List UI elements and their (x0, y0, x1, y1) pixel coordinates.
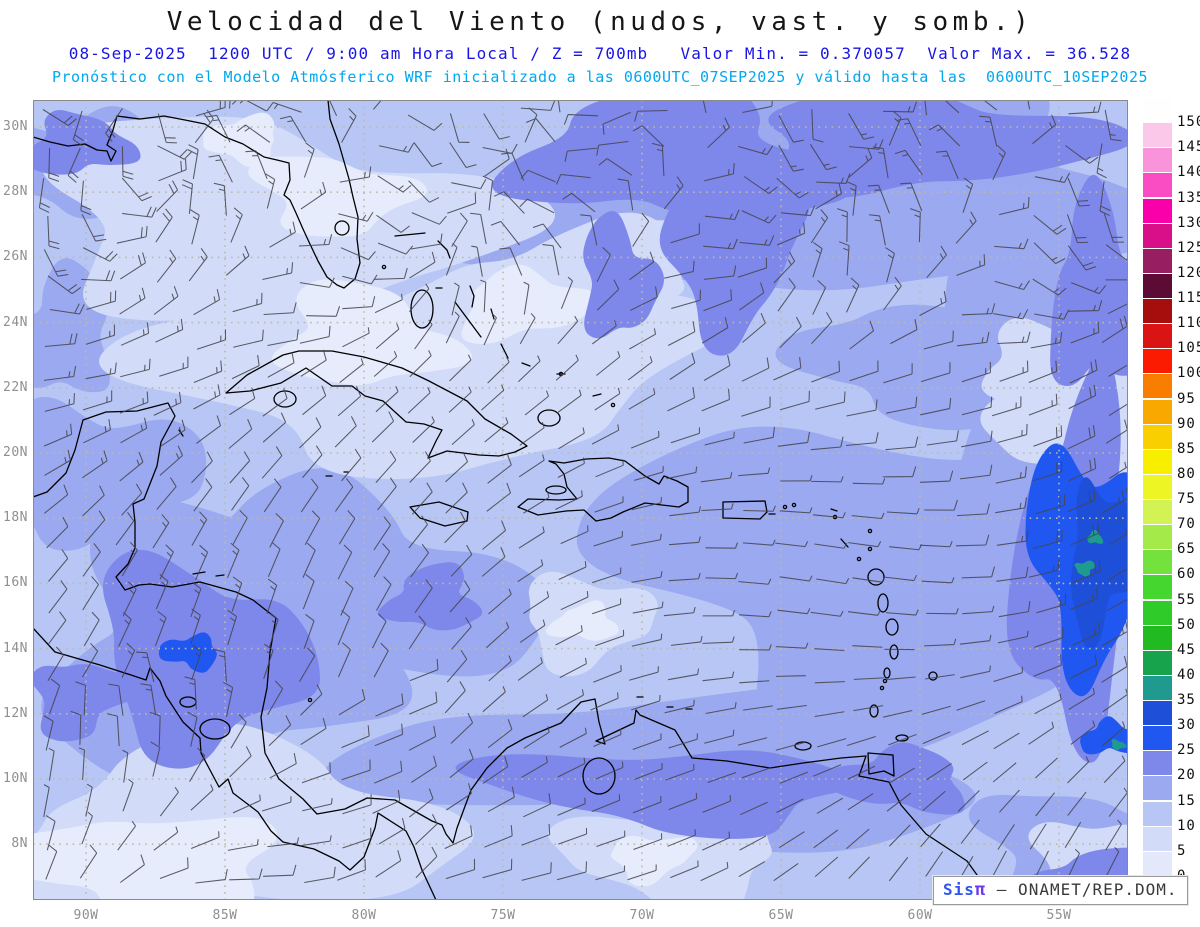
colorbar-swatch (1143, 223, 1172, 248)
colorbar-value-label: 65 (1177, 541, 1196, 558)
colorbar-value-label: 110 (1177, 315, 1200, 332)
colorbar-value-label: 145 (1177, 139, 1200, 156)
colorbar-swatch (1143, 173, 1172, 198)
forecast-model-line: Pronóstico con el Modelo Atmósferico WRF… (51, 68, 1149, 86)
colorbar-value-label: 90 (1177, 415, 1196, 432)
longitude-axis: 90W 85W 80W 75W 70W 65W 60W 55W (33, 904, 1128, 926)
colorbar-swatch (1143, 500, 1172, 525)
lon-tick-label: 90W (73, 908, 99, 923)
wind-barbs (38, 100, 1128, 884)
latitude-axis: 30N 28N 26N 24N 22N 20N 18N 16N 14N 12N 10N 8N (0, 100, 31, 900)
colorbar-value-label: 85 (1177, 440, 1196, 457)
colorbar-swatch (1143, 299, 1172, 324)
lat-tick-label: 28N (3, 184, 28, 200)
colorbar-value-label: 35 (1177, 692, 1196, 708)
colorbar-swatch (1143, 776, 1172, 801)
lat-tick-label: 24N (3, 314, 28, 330)
colorbar-swatch (1143, 650, 1172, 675)
lat-tick-label: 8N (11, 836, 28, 852)
colorbar-value-label: 40 (1177, 666, 1196, 683)
colorbar-value-label: 60 (1177, 566, 1196, 583)
map-frame (33, 100, 1128, 900)
lat-tick-label: 30N (3, 119, 28, 134)
colorbar-swatch (1143, 449, 1172, 474)
colorbar-swatch (1143, 248, 1172, 273)
colorbar-swatch (1143, 550, 1172, 575)
branding-box: Sisπ – ONAMET/REP.DOM. (933, 876, 1188, 905)
valid-time-minmax-line: 08-Sep-2025 1200 UTC / 9:00 am Hora Loca… (68, 44, 1132, 63)
coastlines (33, 100, 996, 900)
colorbar-value-label: 130 (1177, 214, 1200, 231)
lon-tick-label: 60W (907, 908, 933, 923)
colorbar-swatch (1143, 600, 1172, 625)
colorbar-value-label: 45 (1177, 641, 1196, 658)
colorbar-swatch (1143, 474, 1172, 499)
lat-tick-label: 12N (3, 705, 28, 721)
colorbar-value-label: 150 (1177, 114, 1200, 131)
colorbar-value-label: 120 (1177, 264, 1200, 281)
lon-tick-label: 70W (629, 908, 655, 923)
colorbar-value-label: 135 (1177, 189, 1200, 206)
colorbar-value-label: 95 (1177, 390, 1196, 407)
colorbar-swatch (1143, 123, 1172, 148)
colorbar-swatch (1143, 324, 1172, 349)
lat-tick-label: 16N (3, 575, 28, 591)
colorbar-value-label: 105 (1177, 340, 1200, 357)
lon-tick-label: 80W (351, 908, 377, 923)
colorbar-value-label: 140 (1177, 164, 1200, 181)
colorbar-swatch (1143, 98, 1172, 123)
colorbar-value-label: 80 (1177, 465, 1196, 482)
colorbar-swatch (1143, 374, 1172, 399)
colorbar-value-label: 55 (1177, 591, 1196, 608)
colorbar-value-label: 115 (1177, 290, 1200, 306)
colorbar-swatch (1143, 525, 1172, 550)
colorbar-swatch (1143, 751, 1172, 776)
colorbar-value-label: 20 (1177, 767, 1196, 784)
page-title: Velocidad del Viento (nudos, vast. y som… (166, 7, 1034, 37)
colorbar-swatch (1143, 273, 1172, 298)
colorbar-value-label: 10 (1177, 817, 1196, 834)
colorbar-value-label: 100 (1177, 365, 1200, 382)
wind-speed-shading (33, 100, 1128, 900)
colorbar-swatch (1143, 701, 1172, 726)
colorbar-value-label: 5 (1177, 842, 1187, 859)
lon-tick-label: 55W (1046, 908, 1072, 923)
map-canvas (33, 100, 1128, 900)
colorbar-swatch (1143, 148, 1172, 173)
lat-tick-label: 18N (3, 510, 28, 526)
colorbar-swatch (1143, 625, 1172, 650)
colorbar-value-label: 70 (1177, 516, 1196, 533)
colorbar-value-label: 75 (1177, 491, 1196, 507)
branding-app-name: Sis (943, 880, 975, 899)
colorbar-swatch (1143, 826, 1172, 851)
colorbar-value-label: 25 (1177, 742, 1196, 759)
colorbar-swatch (1143, 198, 1172, 223)
lat-tick-label: 14N (3, 640, 28, 656)
colorbar-value-label: 15 (1177, 792, 1196, 809)
colorbar-swatch (1143, 851, 1172, 876)
lon-tick-label: 65W (768, 908, 794, 923)
lat-tick-label: 10N (3, 771, 28, 786)
colorbar-value-label: 30 (1177, 717, 1196, 734)
colorbar (1143, 98, 1172, 902)
colorbar-swatch (1143, 675, 1172, 700)
colorbar-labels: 1501451401351301251201151101051009590858… (1177, 98, 1200, 902)
lat-tick-label: 26N (3, 249, 28, 265)
pi-symbol: π (974, 880, 987, 900)
colorbar-swatch (1143, 801, 1172, 826)
colorbar-swatch (1143, 575, 1172, 600)
colorbar-value-label: 50 (1177, 616, 1196, 633)
lat-tick-label: 20N (3, 445, 28, 460)
colorbar-value-label: 0 (1177, 868, 1186, 884)
colorbar-swatch (1143, 726, 1172, 751)
colorbar-value-label: 125 (1177, 239, 1200, 256)
lat-tick-label: 22N (3, 379, 28, 395)
colorbar-swatch (1143, 399, 1172, 424)
colorbar-swatch (1143, 424, 1172, 449)
colorbar-swatch (1143, 349, 1172, 374)
branding-org: – ONAMET/REP.DOM. (986, 880, 1178, 899)
lon-tick-label: 85W (212, 908, 238, 923)
lon-tick-label: 75W (490, 908, 516, 923)
